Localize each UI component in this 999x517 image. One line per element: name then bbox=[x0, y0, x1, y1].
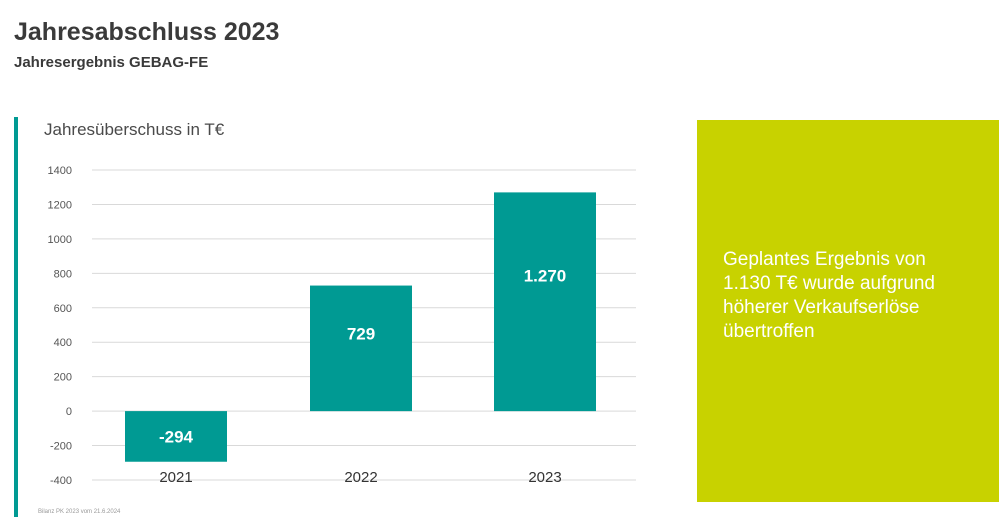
x-category-label: 2021 bbox=[159, 469, 192, 486]
y-tick-label: 0 bbox=[66, 406, 72, 418]
x-axis-categories: 2021 2022 2023 bbox=[159, 469, 561, 486]
bar-value-label: 1.270 bbox=[524, 267, 567, 286]
chart-title: Jahresüberschuss in T€ bbox=[44, 120, 225, 139]
note-box: Geplantes Ergebnis von 1.130 T€ wurde au… bbox=[697, 120, 999, 502]
y-tick-label: -200 bbox=[50, 441, 72, 453]
bar-value-label: -294 bbox=[159, 427, 194, 446]
chart-bars bbox=[125, 192, 596, 462]
bar-chart: Jahresüberschuss in T€ 1400 1200 1000 800 60… bbox=[44, 120, 636, 487]
accent-bar bbox=[14, 117, 18, 517]
x-category-label: 2022 bbox=[344, 469, 377, 486]
y-axis-ticks: 1400 1200 1000 800 600 400 200 0 -200 -400 bbox=[48, 165, 72, 487]
page-title: Jahresabschluss 2023 bbox=[14, 18, 280, 46]
y-tick-label: 600 bbox=[54, 303, 72, 315]
y-tick-label: 200 bbox=[54, 372, 72, 384]
x-category-label: 2023 bbox=[528, 469, 561, 486]
note-text: Geplantes Ergebnis von 1.130 T€ wurde au… bbox=[723, 249, 935, 342]
bar-2021 bbox=[125, 411, 227, 462]
y-tick-label: 800 bbox=[54, 268, 72, 280]
bar-value-label: 729 bbox=[347, 324, 375, 343]
y-tick-label: 1200 bbox=[48, 199, 72, 211]
bar-value-labels: -294 729 1.270 bbox=[159, 267, 566, 447]
source-note: Bilanz PK 2023 vom 21.6.2024 bbox=[38, 509, 121, 515]
bar-2022 bbox=[310, 285, 412, 412]
page-subtitle: Jahresergebnis GEBAG-FE bbox=[14, 54, 209, 71]
bar-2023 bbox=[494, 192, 596, 412]
y-tick-label: -400 bbox=[50, 475, 72, 487]
y-tick-label: 400 bbox=[54, 337, 72, 349]
y-tick-label: 1000 bbox=[48, 234, 72, 246]
y-tick-label: 1400 bbox=[48, 165, 72, 177]
